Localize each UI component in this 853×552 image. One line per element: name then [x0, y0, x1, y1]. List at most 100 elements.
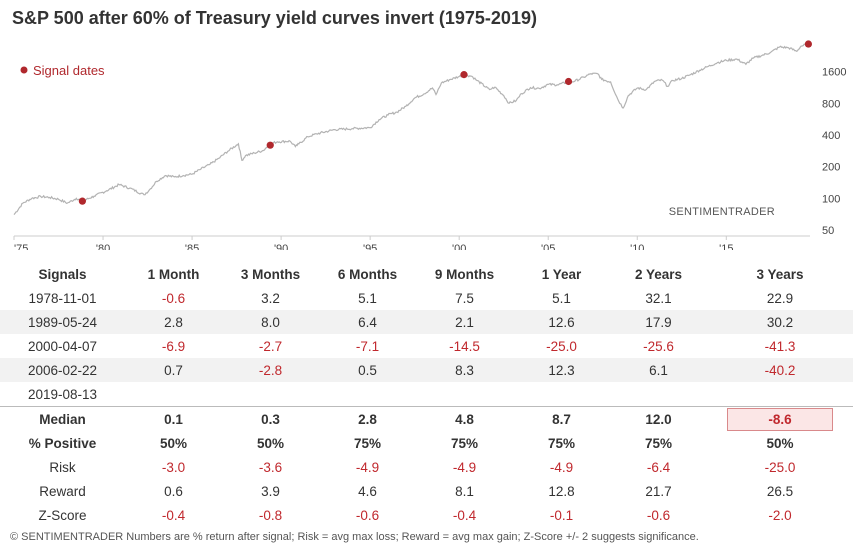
table-cell — [416, 382, 513, 407]
median-row: Median 0.1 0.3 2.8 4.8 8.7 12.0 -8.6 — [0, 406, 853, 431]
table-cell: 26.5 — [766, 483, 794, 499]
table-cell: 0.6 — [164, 483, 183, 499]
table-cell: 0.1 — [125, 406, 222, 431]
col-header: Signals — [38, 266, 87, 282]
table-cell: -3.6 — [258, 459, 283, 475]
table-cell: -0.6 — [161, 290, 186, 306]
row-label: Risk — [49, 459, 76, 475]
table-cell: 7.5 — [455, 290, 474, 306]
table-cell: 0.3 — [222, 406, 319, 431]
y-tick-label: 200 — [822, 162, 840, 174]
table-cell: -40.2 — [707, 358, 853, 382]
row-label: Z-Score — [38, 507, 87, 523]
table-cell: 4.6 — [358, 483, 377, 499]
table-cell — [222, 382, 319, 407]
table-cell: -14.5 — [449, 338, 480, 354]
table-cell: 12.6 — [513, 310, 610, 334]
table-cell: 8.0 — [222, 310, 319, 334]
table-cell: 75% — [547, 435, 576, 451]
y-tick-label: 1600 — [822, 67, 846, 79]
x-tick-label: '85 — [185, 243, 199, 250]
col-header: 3 Months — [240, 266, 301, 282]
table-cell: 2.1 — [416, 310, 513, 334]
row-label: % Positive — [28, 435, 97, 451]
table-cell: 0.5 — [319, 358, 416, 382]
table-row: 2000-04-07 -6.9 -2.7 -7.1 -14.5 -25.0 -25.6 -41… — [0, 334, 853, 358]
x-tick-label: '75 — [14, 243, 28, 250]
legend-signal-label: Signal dates — [33, 63, 105, 78]
watermark: SENTIMENTRADER — [669, 206, 775, 218]
table-cell: 2.8 — [125, 310, 222, 334]
table-cell: -3.0 — [161, 459, 186, 475]
table-cell: -0.6 — [355, 507, 380, 523]
y-tick-label: 100 — [822, 193, 840, 205]
col-header: 1 Year — [541, 266, 582, 282]
table-cell: -25.6 — [643, 338, 674, 354]
table-header-row: Signals 1 Month 3 Months 6 Months 9 Months 1 … — [0, 262, 853, 286]
table-cell — [319, 382, 416, 407]
table-cell: 6.4 — [319, 310, 416, 334]
table-cell: 12.8 — [548, 483, 575, 499]
signal-markers — [78, 40, 812, 205]
table-cell: -41.3 — [764, 338, 796, 354]
table-cell: -0.1 — [549, 507, 574, 523]
signal-point — [460, 71, 468, 79]
table-cell: 30.2 — [707, 310, 853, 334]
table-cell — [610, 382, 707, 407]
table-row: 2006-02-22 0.7 -2.8 0.5 8.3 12.3 6.1 -40.2 — [0, 358, 853, 382]
table-row: 1989-05-24 2.8 8.0 6.4 2.1 12.6 17.9 30.2 — [0, 310, 853, 334]
table-cell: -7.1 — [355, 338, 380, 354]
table-row: 1978-11-01 -0.6 3.2 5.1 7.5 5.1 32.1 22.9 — [0, 286, 853, 310]
sp500-line-chart: Signal dates SENTIMENTRADER 50 100 200 400 8… — [13, 40, 846, 250]
row-label: 2006-02-22 — [0, 358, 125, 382]
table-cell: -2.8 — [222, 358, 319, 382]
table-cell: 5.1 — [358, 290, 377, 306]
table-cell: -2.7 — [258, 338, 283, 354]
table-cell: 12.0 — [610, 406, 707, 431]
table-cell: 5.1 — [552, 290, 571, 306]
risk-row: Risk -3.0 -3.6 -4.9 -4.9 -4.9 -6.4 -25.0 — [0, 455, 853, 479]
highlighted-median-value: -8.6 — [727, 407, 833, 431]
table-cell — [513, 382, 610, 407]
x-tick-label: '05 — [541, 243, 555, 250]
table-cell — [707, 382, 853, 407]
col-header: 3 Years — [756, 266, 804, 282]
table-cell: 32.1 — [645, 290, 672, 306]
table-cell: 3.2 — [261, 290, 280, 306]
row-label: 1978-11-01 — [28, 290, 97, 306]
table-row: 2019-08-13 — [0, 382, 853, 407]
signal-point — [78, 197, 86, 205]
table-cell: 8.1 — [455, 483, 474, 499]
table-cell: -25.0 — [546, 338, 577, 354]
table-cell: 75% — [450, 435, 479, 451]
signal-returns-table: Signals 1 Month 3 Months 6 Months 9 Months 1 … — [0, 262, 853, 527]
table-cell: 4.8 — [416, 406, 513, 431]
col-header: 1 Month — [147, 266, 200, 282]
table-cell: -0.4 — [161, 507, 186, 523]
table-cell: 8.7 — [513, 406, 610, 431]
row-label: 1989-05-24 — [0, 310, 125, 334]
x-tick-label: '90 — [274, 243, 288, 250]
zscore-row: Z-Score -0.4 -0.8 -0.6 -0.4 -0.1 -0.6 -2.0 — [0, 503, 853, 527]
table-cell: -6.9 — [161, 338, 186, 354]
footer-note: © SENTIMENTRADER Numbers are % return af… — [10, 531, 699, 543]
table-cell: -6.4 — [646, 459, 671, 475]
legend-signal-marker — [20, 66, 28, 74]
x-tick-label: '95 — [363, 243, 377, 250]
table-cell: 22.9 — [766, 290, 794, 306]
table-cell — [125, 382, 222, 407]
col-header: 9 Months — [434, 266, 495, 282]
y-tick-label: 50 — [822, 225, 834, 237]
table-cell: 75% — [353, 435, 382, 451]
table-cell: 50% — [766, 435, 794, 451]
table-cell: -4.9 — [355, 459, 380, 475]
table-cell: 8.3 — [416, 358, 513, 382]
table-cell: 0.7 — [125, 358, 222, 382]
chart-legend: Signal dates — [20, 63, 105, 78]
table-cell: -0.8 — [258, 507, 283, 523]
table-cell: 50% — [159, 435, 188, 451]
table-cell: -2.0 — [768, 507, 792, 523]
reward-row: Reward 0.6 3.9 4.6 8.1 12.8 21.7 26.5 — [0, 479, 853, 503]
row-label: 2019-08-13 — [27, 386, 98, 402]
x-tick-label: '15 — [719, 243, 733, 250]
